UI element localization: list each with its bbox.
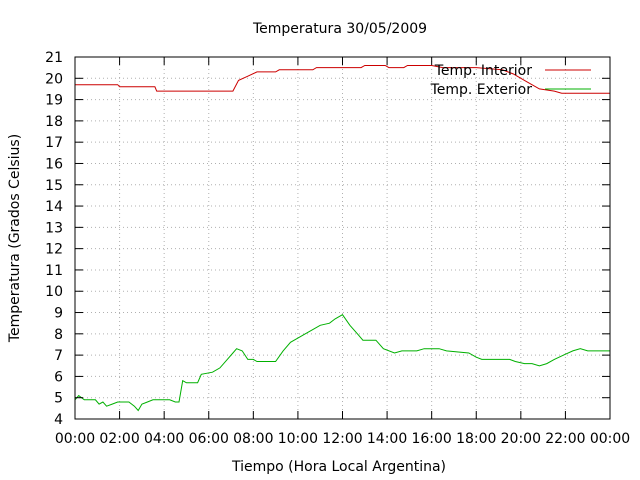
x-tick-label: 10:00 bbox=[278, 431, 318, 447]
x-axis-label: Tiempo (Hora Local Argentina) bbox=[231, 459, 446, 475]
y-tick-label: 11 bbox=[45, 263, 63, 279]
y-tick-label: 4 bbox=[54, 412, 63, 428]
y-tick-label: 20 bbox=[45, 71, 63, 87]
legend: Temp. Interior Temp. Exterior bbox=[430, 63, 591, 98]
y-axis-label: Temperatura (Grados Celsius) bbox=[7, 134, 23, 343]
series-line-interior bbox=[75, 65, 610, 94]
y-tick-label: 16 bbox=[45, 156, 63, 172]
series-line-exterior bbox=[74, 314, 610, 412]
x-tick-label: 08:00 bbox=[233, 431, 273, 447]
y-tick-label: 5 bbox=[54, 391, 63, 407]
x-tick-label: 20:00 bbox=[501, 431, 541, 447]
y-tick-label: 18 bbox=[45, 114, 63, 130]
y-tick-label: 14 bbox=[45, 199, 63, 215]
x-tick-label: 00:00 bbox=[590, 431, 630, 447]
legend-label: Temp. Interior bbox=[434, 63, 533, 79]
x-tick-label: 22:00 bbox=[545, 431, 585, 447]
y-tick-label: 7 bbox=[54, 348, 63, 364]
x-tick-label: 12:00 bbox=[322, 431, 362, 447]
y-tick-label: 10 bbox=[45, 284, 63, 300]
y-tick-label: 17 bbox=[45, 135, 63, 151]
y-tick-label: 19 bbox=[45, 93, 63, 109]
x-tick-label: 02:00 bbox=[99, 431, 139, 447]
y-tick-label: 8 bbox=[54, 327, 63, 343]
y-tick-label: 15 bbox=[45, 178, 63, 194]
grid bbox=[75, 57, 610, 419]
x-tick-label: 14:00 bbox=[367, 431, 407, 447]
x-tick-label: 00:00 bbox=[55, 431, 95, 447]
x-tick-label: 16:00 bbox=[411, 431, 451, 447]
y-tick-label: 13 bbox=[45, 220, 63, 236]
y-tick-label: 6 bbox=[54, 369, 63, 385]
y-tick-label: 12 bbox=[45, 242, 63, 258]
legend-label: Temp. Exterior bbox=[430, 82, 533, 98]
series-lines bbox=[74, 65, 610, 412]
chart-title: Temperatura 30/05/2009 bbox=[252, 21, 427, 37]
y-tick-label: 9 bbox=[54, 306, 63, 322]
x-tick-label: 18:00 bbox=[456, 431, 496, 447]
y-tick-label: 21 bbox=[45, 50, 63, 66]
x-tick-label: 06:00 bbox=[189, 431, 229, 447]
x-tick-label: 04:00 bbox=[144, 431, 184, 447]
